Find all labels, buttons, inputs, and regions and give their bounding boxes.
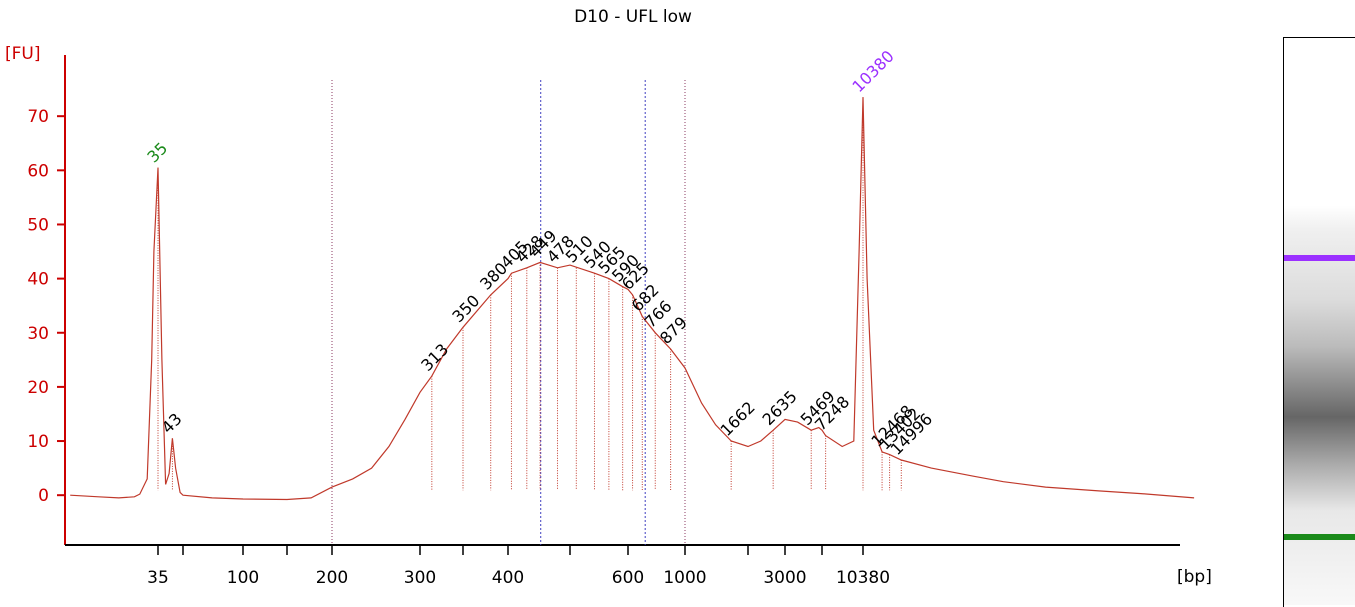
y-tick-label: 0 — [38, 486, 49, 506]
chart-title: D10 - UFL low — [574, 7, 692, 27]
gel-upper-marker — [1284, 255, 1355, 261]
peak-label: 313 — [417, 340, 452, 375]
x-tick-label: 600 — [612, 568, 644, 588]
y-tick-label: 50 — [27, 215, 49, 235]
peak-label: 350 — [448, 291, 483, 326]
peak-label: 10380 — [848, 47, 897, 96]
peak-label: 1662 — [717, 398, 759, 440]
y-tick-label: 10 — [27, 432, 49, 452]
x-tick-label: 1000 — [663, 568, 706, 588]
y-tick-label: 30 — [27, 324, 49, 344]
x-tick-label: 35 — [147, 568, 169, 588]
x-tick-label: 3000 — [763, 568, 806, 588]
y-tick-label: 60 — [27, 161, 49, 181]
gel-lane — [1283, 37, 1355, 607]
y-tick-label: 40 — [27, 270, 49, 290]
x-tick-label: 400 — [492, 568, 524, 588]
y-tick-label: 70 — [27, 107, 49, 127]
y-tick-label: 20 — [27, 378, 49, 398]
x-tick-label: 300 — [404, 568, 436, 588]
x-tick-label: 200 — [316, 568, 348, 588]
x-tick-label: 100 — [227, 568, 259, 588]
x-axis-label: [bp] — [1177, 567, 1212, 587]
gel-smear — [1284, 135, 1355, 605]
gel-lower-marker — [1284, 534, 1355, 540]
trace-line — [70, 97, 1195, 501]
peak-label: 35 — [143, 139, 171, 167]
y-axis-label: [FU] — [5, 44, 41, 64]
peak-label: 2635 — [759, 387, 801, 429]
x-tick-label: 10380 — [836, 568, 890, 588]
peak-label: 43 — [158, 409, 186, 437]
